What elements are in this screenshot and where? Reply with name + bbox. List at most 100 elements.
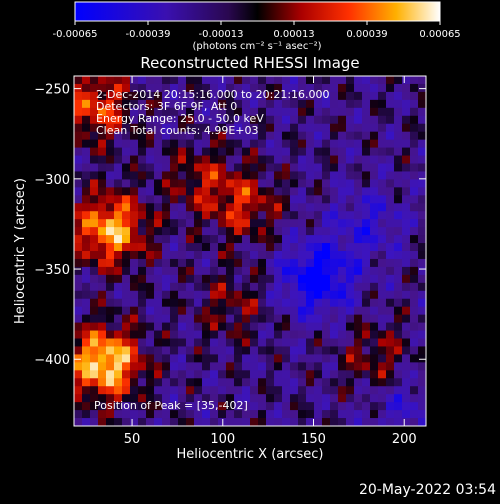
heatmap-cell	[266, 107, 275, 117]
heatmap-cell	[314, 370, 323, 379]
heatmap-cell	[170, 243, 179, 252]
heatmap-cell	[386, 378, 395, 387]
heatmap-cell	[226, 99, 235, 109]
heatmap-cell	[146, 362, 155, 371]
heatmap-cell	[378, 346, 387, 355]
heatmap-cell	[74, 115, 83, 125]
heatmap-cell	[218, 147, 227, 156]
heatmap-cell	[370, 139, 379, 148]
heatmap-cell	[106, 76, 115, 85]
heatmap-cell	[338, 394, 347, 403]
heatmap-cell	[282, 274, 291, 284]
heatmap-cell	[298, 107, 307, 117]
heatmap-cell	[314, 139, 323, 148]
heatmap-cell	[162, 123, 171, 133]
heatmap-cell	[202, 163, 211, 172]
heatmap-cell	[218, 322, 227, 331]
heatmap-cell	[122, 195, 131, 204]
heatmap-cell	[178, 298, 187, 308]
heatmap-cell	[82, 155, 91, 164]
heatmap-cell	[162, 274, 171, 284]
heatmap-cell	[98, 290, 107, 300]
heatmap-cell	[130, 251, 139, 260]
heatmap-cell	[74, 243, 83, 252]
heatmap-cell	[202, 290, 211, 300]
heatmap-cell	[202, 131, 211, 141]
heatmap-cell	[346, 370, 355, 379]
heatmap-cell	[258, 76, 267, 85]
heatmap-cell	[186, 235, 195, 244]
heatmap-cell	[410, 219, 419, 228]
heatmap-cell	[282, 131, 291, 141]
heatmap-cell	[218, 346, 227, 355]
heatmap-cell	[282, 235, 291, 244]
heatmap-cell	[370, 187, 379, 196]
heatmap-cell	[234, 370, 243, 379]
heatmap-cell	[258, 155, 267, 164]
heatmap-cell	[354, 330, 363, 339]
heatmap-cell	[386, 235, 395, 244]
heatmap-cell	[274, 258, 283, 268]
heatmap-cell	[354, 76, 363, 85]
heatmap-cell	[90, 258, 99, 268]
heatmap-cell	[410, 211, 419, 220]
heatmap-cell	[258, 203, 267, 212]
heatmap-cell	[306, 107, 315, 117]
heatmap-cell	[314, 115, 323, 125]
heatmap-cell	[402, 235, 411, 244]
heatmap-cell	[74, 219, 83, 228]
heatmap-cell	[410, 410, 419, 419]
heatmap-cell	[290, 107, 299, 117]
heatmap-cell	[210, 322, 219, 331]
heatmap-cell	[178, 402, 187, 411]
heatmap-cell	[282, 402, 291, 411]
heatmap-cell	[202, 418, 211, 426]
heatmap-cell	[210, 187, 219, 196]
heatmap-cell	[210, 203, 219, 212]
heatmap-cell	[122, 378, 131, 387]
heatmap-cell	[82, 83, 91, 93]
heatmap-cell	[418, 115, 426, 125]
heatmap-cell	[410, 330, 419, 339]
heatmap-cell	[162, 290, 171, 300]
heatmap-cell	[402, 187, 411, 196]
heatmap-cell	[186, 274, 195, 284]
heatmap-cell	[130, 76, 139, 85]
heatmap-cell	[322, 370, 331, 379]
heatmap-cell	[170, 282, 179, 292]
heatmap-cell	[306, 155, 315, 164]
heatmap-cell	[170, 298, 179, 308]
heatmap-cell	[74, 91, 83, 101]
heatmap-cell	[242, 147, 251, 156]
heatmap-cell	[242, 410, 251, 419]
heatmap-cell	[386, 251, 395, 260]
heatmap-cell	[338, 306, 347, 316]
heatmap-cell	[194, 346, 203, 355]
heatmap-cell	[130, 298, 139, 308]
heatmap-cell	[338, 123, 347, 133]
heatmap-cell	[82, 322, 91, 331]
heatmap-cell	[394, 139, 403, 148]
heatmap-cell	[122, 410, 131, 419]
heatmap-cell	[394, 131, 403, 141]
heatmap-cell	[274, 290, 283, 300]
heatmap-cell	[330, 139, 339, 148]
heatmap-cell	[162, 195, 171, 204]
heatmap-cell	[306, 314, 315, 323]
heatmap-cell	[74, 402, 83, 411]
heatmap-cell	[194, 266, 203, 276]
heatmap-cell	[378, 91, 387, 101]
heatmap-cell	[298, 203, 307, 212]
heatmap-cell	[346, 410, 355, 419]
heatmap-cell	[274, 274, 283, 284]
heatmap-cell	[178, 179, 187, 188]
heatmap-area	[74, 76, 426, 426]
heatmap-cell	[106, 306, 115, 316]
heatmap-cell	[146, 274, 155, 284]
heatmap-cell	[242, 171, 251, 180]
heatmap-cell	[322, 314, 331, 323]
heatmap-cell	[290, 155, 299, 164]
heatmap-cell	[186, 290, 195, 300]
heatmap-cell	[74, 258, 83, 268]
heatmap-cell	[402, 227, 411, 236]
